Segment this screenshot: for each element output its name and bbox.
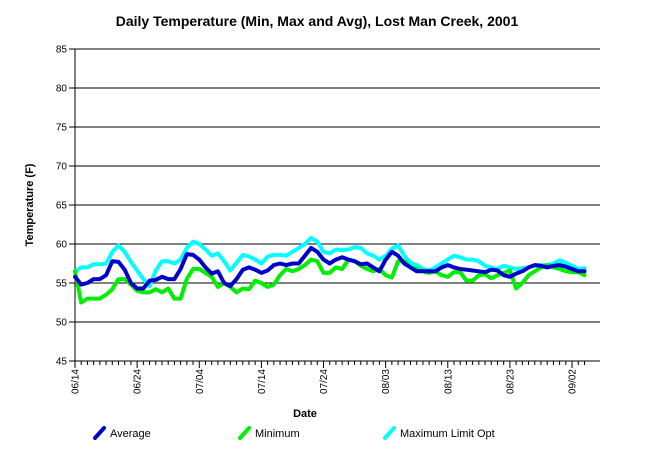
legend: Average Minimum Maximum Limit Opt [93, 426, 495, 440]
grid-lines [75, 48, 600, 323]
y-tick-label: 45 [56, 357, 68, 368]
legend-label-2: Maximum Limit Opt [400, 428, 495, 440]
x-tick-label: 08/13 [443, 369, 454, 394]
x-tick-label: 06/14 [71, 369, 82, 394]
x-tick-label: 07/14 [257, 369, 268, 394]
y-tick-label: 65 [56, 201, 68, 212]
legend-swatch-1 [238, 426, 251, 440]
y-axis: 45 50 55 60 65 70 75 80 85 [56, 45, 76, 368]
y-tick-label: 55 [56, 279, 68, 290]
y-axis-title: Temperature (F) [24, 163, 36, 246]
series-line-0 [73, 245, 587, 291]
series-line-2 [73, 235, 587, 289]
legend-label-0: Average [110, 428, 151, 440]
x-tick-label: 09/02 [568, 369, 579, 394]
y-tick-label: 85 [56, 45, 68, 56]
x-tick-label: 07/04 [195, 369, 206, 394]
legend-swatch-2 [383, 426, 396, 440]
y-tick-label: 60 [56, 240, 68, 251]
x-axis-title: Date [293, 408, 317, 420]
x-tick-label: 07/24 [319, 369, 330, 394]
chart-title: Daily Temperature (Min, Max and Avg), Lo… [116, 13, 519, 29]
x-tick-label: 08/03 [381, 369, 392, 394]
x-axis: 06/14 06/24 07/04 07/14 07/24 08/03 08/13 08/23… [71, 360, 600, 394]
legend-label-1: Minimum [255, 428, 300, 440]
x-tick-label: 08/23 [505, 369, 516, 394]
y-tick-label: 75 [56, 123, 68, 134]
legend-swatch-0 [93, 426, 106, 440]
y-tick-label: 80 [56, 84, 68, 95]
x-tick-label: 06/24 [133, 369, 144, 394]
series-lines [73, 235, 587, 305]
y-tick-label: 70 [56, 162, 68, 173]
y-tick-label: 50 [56, 318, 68, 329]
